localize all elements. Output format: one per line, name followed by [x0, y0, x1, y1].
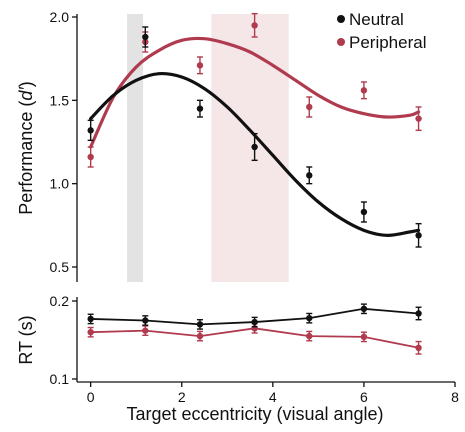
x-tick-label: 8	[451, 389, 459, 405]
highlight-regions	[127, 14, 289, 282]
y-tick-label: 1.5	[50, 92, 70, 108]
peripheral-point	[87, 153, 94, 161]
neutral-legend-label: Neutral	[349, 10, 404, 29]
highlight-region-1	[127, 14, 144, 282]
performance-series	[87, 12, 422, 248]
peripheral-rt-point	[360, 333, 368, 341]
x-axis-title: Target eccentricity (visual angle)	[126, 404, 383, 424]
y-tick-label: 0.2	[50, 293, 70, 309]
peripheral-point	[251, 22, 258, 29]
x-tick-label: 0	[87, 389, 95, 405]
peripheral-legend-marker	[337, 38, 345, 46]
y-tick-label: 0.5	[50, 259, 70, 275]
x-tick-label: 4	[269, 389, 277, 405]
neutral-legend-marker	[337, 15, 345, 23]
peripheral-rt-point	[87, 329, 94, 336]
peripheral-fit-curve	[89, 36, 421, 149]
peripheral-point	[360, 87, 368, 94]
peripheral-point	[415, 115, 422, 122]
neutral-rt-point	[142, 317, 149, 324]
performance-y-ticks: 0.5 1.0 1.5 2.0	[50, 9, 77, 275]
neutral-rt-point	[251, 318, 258, 326]
neutral-point	[360, 208, 368, 216]
highlight-region-2	[211, 14, 289, 282]
neutral-rt-point	[306, 314, 313, 322]
neutral-rt-point	[87, 315, 94, 323]
rt-series	[87, 303, 422, 355]
neutral-rt-point	[196, 321, 204, 328]
x-tick-label: 2	[178, 389, 186, 405]
y-tick-label: 0.1	[50, 371, 70, 387]
performance-y-axis-title: Performance (d′)	[16, 81, 36, 214]
peripheral-point	[196, 62, 204, 69]
neutral-point	[251, 143, 258, 151]
neutral-rt-point	[360, 305, 368, 312]
legend: Neutral Peripheral	[337, 10, 427, 52]
peripheral-rt-point	[196, 332, 204, 340]
neutral-rt-point	[415, 310, 422, 317]
peripheral-rt-point	[415, 344, 422, 351]
peripheral-point	[306, 103, 313, 111]
peripheral-rt-point	[306, 332, 313, 340]
y-tick-label: 1.0	[50, 176, 70, 192]
x-tick-label: 6	[360, 389, 368, 405]
neutral-point	[87, 127, 94, 134]
neutral-point	[142, 33, 149, 41]
neutral-point	[196, 105, 204, 112]
rt-y-axis-title: RT (s)	[16, 315, 36, 364]
rt-panel: 0.1 0.2 0 2 4 6 8 RT (s) Target eccentricity …	[16, 293, 459, 424]
neutral-point	[415, 232, 422, 239]
performance-panel: 0.5 1.0 1.5 2.0 Performance (d′) Neutral Per…	[16, 9, 427, 282]
peripheral-legend-label: Peripheral	[349, 33, 427, 52]
rt-y-ticks: 0.1 0.2	[50, 293, 77, 387]
peripheral-rt-point	[142, 327, 149, 334]
x-ticks: 0 2 4 6 8	[87, 382, 459, 405]
neutral-fit-curve	[89, 71, 421, 237]
y-tick-label: 2.0	[50, 9, 70, 25]
neutral-point	[306, 172, 313, 179]
